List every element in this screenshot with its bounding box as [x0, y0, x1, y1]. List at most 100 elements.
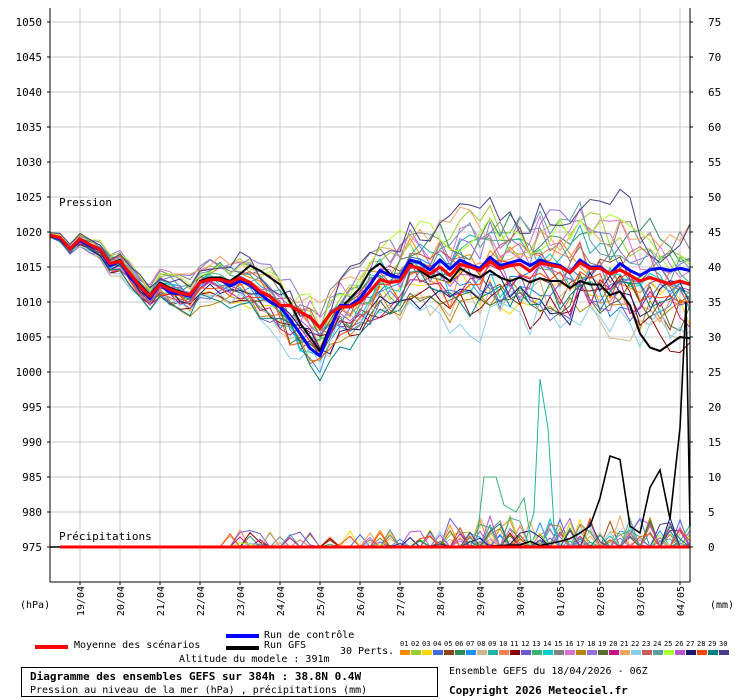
xtick-label: 19/04 [76, 586, 87, 616]
pert-number: 25 [664, 640, 673, 648]
pert-number: 14 [543, 640, 552, 648]
pert-number: 08 [477, 640, 486, 648]
pert-number: 10 [499, 640, 508, 648]
chart-subtitle: Pression au niveau de la mer (hPa) , pré… [30, 685, 368, 696]
pert-line [49, 226, 691, 335]
pert-number: 23 [642, 640, 651, 648]
copyright: Copyright 2026 Meteociel.fr [449, 684, 628, 697]
precipitation-lines [50, 301, 691, 549]
pert-swatch [521, 650, 531, 655]
legend-mean-label: Moyenne des scénarios [74, 640, 201, 651]
xtick-label: 25/04 [316, 586, 327, 616]
ytick-left-label: 1050 [16, 16, 43, 29]
ytick-right-label: 35 [708, 296, 721, 309]
pert-swatch [433, 650, 443, 655]
legend-control-label: Run de contrôle [264, 630, 355, 641]
ytick-left-label: 1025 [16, 191, 43, 204]
pert-line [49, 236, 691, 365]
main-series [49, 233, 691, 358]
pert-swatch [642, 650, 652, 655]
chart-title: Diagramme des ensembles GEFS sur 384h : … [30, 670, 362, 683]
legend-control-line [226, 634, 259, 638]
xtick-label: 23/04 [236, 586, 247, 616]
ytick-right-label: 50 [708, 191, 721, 204]
xtick-label: 22/04 [196, 586, 207, 616]
pert-swatch [576, 650, 586, 655]
ylabel-right: (mm) [710, 600, 735, 611]
ytick-right-label: 25 [708, 366, 721, 379]
pert-line [49, 223, 691, 341]
pert-number: 22 [631, 640, 640, 648]
ytick-left-label: 1030 [16, 156, 43, 169]
ytick-left-label: 990 [22, 436, 42, 449]
pert-swatch [488, 650, 498, 655]
title-box: Diagramme des ensembles GEFS sur 384h : … [21, 667, 438, 697]
pert-number: 12 [521, 640, 530, 648]
pert-number: 21 [620, 640, 629, 648]
pert-number: 20 [609, 640, 618, 648]
ytick-left-label: 1020 [16, 226, 43, 239]
chart-grid [50, 8, 690, 582]
chart-axes: 9759809859909951000100510101015102010251… [16, 8, 721, 616]
pert-swatch [532, 650, 542, 655]
pert-swatch [675, 650, 685, 655]
ylabel-left: (hPa) [20, 600, 51, 611]
pert-swatch [609, 650, 619, 655]
xtick-label: 21/04 [156, 586, 167, 616]
pert-swatch [422, 650, 432, 655]
perturbation-lines [49, 188, 691, 382]
ytick-left-label: 1040 [16, 86, 43, 99]
ytick-right-label: 75 [708, 16, 721, 29]
pert-line [49, 188, 691, 331]
series-line-0 [49, 233, 691, 330]
pert-line [49, 237, 691, 361]
ytick-left-label: 995 [22, 401, 42, 414]
xtick-label: 03/05 [636, 586, 647, 616]
pert-number: 06 [455, 640, 464, 648]
pert-number: 29 [708, 640, 717, 648]
pert-number: 03 [422, 640, 431, 648]
pert-line [49, 236, 691, 356]
xtick-label: 30/04 [516, 586, 527, 616]
pert-number: 19 [598, 640, 607, 648]
ytick-right-label: 10 [708, 471, 721, 484]
pert-number: 30 [719, 640, 728, 648]
label-precipitations: Précipitations [59, 530, 152, 543]
legend-mean-line [35, 645, 68, 649]
pert-swatch [686, 650, 696, 655]
pert-swatch [664, 650, 674, 655]
pert-swatch [587, 650, 597, 655]
ytick-left-label: 1010 [16, 296, 43, 309]
precip-gfs-line [50, 301, 691, 548]
pert-swatch [697, 650, 707, 655]
pert-swatch [620, 650, 630, 655]
pert-swatch [510, 650, 520, 655]
ytick-left-label: 1035 [16, 121, 43, 134]
ytick-right-label: 55 [708, 156, 721, 169]
pert-line [49, 236, 691, 382]
pert-number: 13 [532, 640, 541, 648]
xtick-label: 01/05 [556, 586, 567, 616]
xtick-label: 29/04 [476, 586, 487, 616]
xtick-label: 24/04 [276, 586, 287, 616]
legend-perts-label: 30 Perts. [340, 646, 395, 657]
xtick-label: 04/05 [676, 586, 687, 616]
ytick-right-label: 40 [708, 261, 721, 274]
ytick-right-label: 65 [708, 86, 721, 99]
ytick-right-label: 20 [708, 401, 721, 414]
pert-number: 16 [565, 640, 574, 648]
pert-number: 09 [488, 640, 497, 648]
pert-swatch [565, 650, 575, 655]
ytick-left-label: 1005 [16, 331, 43, 344]
pert-number: 11 [510, 640, 519, 648]
pert-number: 05 [444, 640, 453, 648]
pert-number: 28 [697, 640, 706, 648]
ytick-left-label: 1000 [16, 366, 43, 379]
pert-swatch [400, 650, 410, 655]
xtick-label: 20/04 [116, 586, 127, 616]
ytick-left-label: 1015 [16, 261, 43, 274]
ytick-right-label: 15 [708, 436, 721, 449]
ytick-left-label: 1045 [16, 51, 43, 64]
precip-spike-teal [523, 378, 561, 548]
